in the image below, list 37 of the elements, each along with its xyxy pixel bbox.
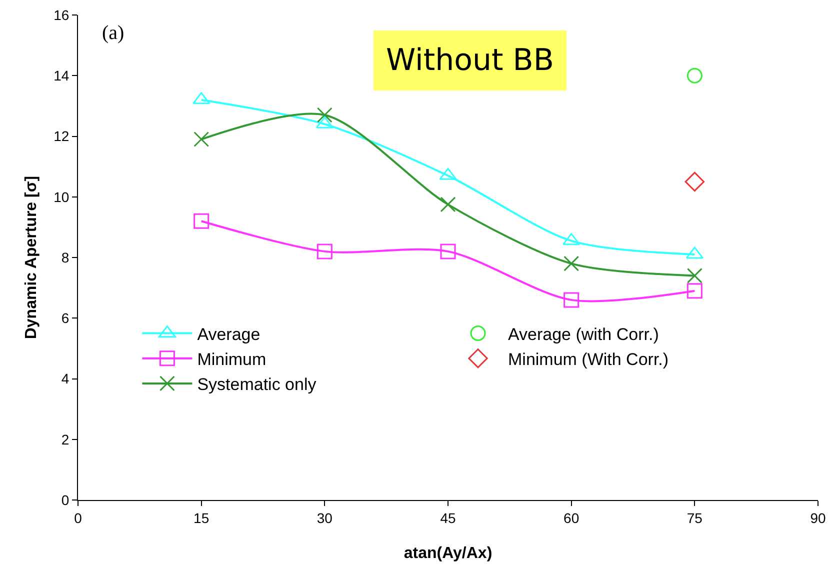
legend-label: Average (197, 324, 260, 344)
point (564, 256, 580, 272)
x-tick-label: 45 (440, 510, 456, 526)
point (194, 213, 210, 229)
y-tick-label: 14 (54, 68, 70, 84)
x-tick-label: 0 (74, 510, 82, 526)
y-tick-label: 2 (61, 431, 70, 448)
point (316, 107, 332, 123)
point (686, 268, 702, 284)
point (686, 283, 702, 299)
y-tick-label: 6 (61, 310, 70, 326)
x-tick-label: 15 (194, 510, 210, 526)
x-axis-title: atan(Ay/Ax) (404, 545, 492, 562)
text: Without BB (386, 43, 554, 78)
x-tick-label: 60 (564, 510, 580, 526)
point (440, 244, 456, 260)
legend-label: Minimum (With Corr.) (508, 350, 669, 369)
x-tick-label: 75 (686, 510, 703, 526)
y-tick-label: 10 (54, 188, 70, 205)
annotation: (a) (102, 22, 124, 44)
legend-label: Systematic only (197, 375, 317, 394)
point (194, 132, 210, 148)
y-axis-title: Dynamic Aperture [σ] (23, 176, 40, 340)
y-tick-label: 4 (61, 370, 70, 387)
y-tick-label: 12 (54, 128, 70, 144)
point (686, 68, 702, 84)
point (316, 244, 332, 260)
point (440, 196, 456, 212)
x-tick-label: 90 (810, 510, 826, 526)
point (684, 172, 705, 192)
x-tick-label: 30 (316, 510, 333, 526)
legend-label: Average (with Corr.) (508, 324, 659, 344)
legend-label: Minimum (197, 350, 266, 369)
y-tick-label: 16 (54, 6, 70, 23)
y-tick-label: 0 (61, 492, 70, 508)
point (564, 292, 580, 308)
y-tick-label: 8 (61, 249, 70, 266)
